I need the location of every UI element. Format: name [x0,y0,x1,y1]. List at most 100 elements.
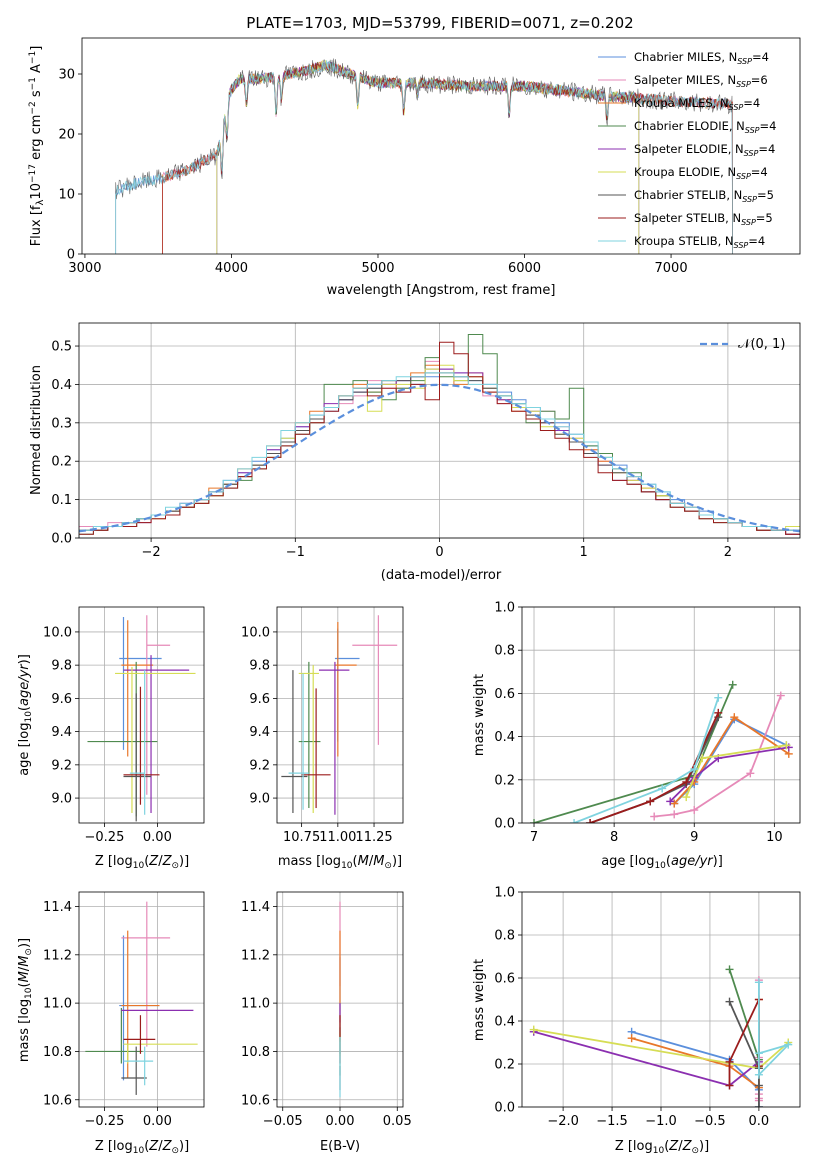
weight_vs_age-marks [530,680,793,823]
age_vs_mass-grid [277,607,403,823]
weight-vs-z-plot-area: −2.0 −1.5 −1.0 −0.5 0.0 0.0 0.2 0.4 0.6 0.8 1.0 [494,886,801,1129]
residuals-marks [79,334,800,538]
y-tick-label: 9.6 [249,692,270,707]
x-tick-label: −0.25 [85,1114,125,1129]
mass-vs-z-xlabel: Z [log10(Z/Z⊙)] [95,1139,189,1156]
spectrum-marks [115,58,733,254]
age_vs_Z-grid [79,607,204,823]
weight_vs_age-ticks: 7 8 9 10 0.0 0.2 0.4 0.6 0.8 1.0 [494,601,782,846]
weight-point-marker [725,965,734,974]
x-tick-label: 8 [610,830,618,845]
weight-vs-age-plot-area: 7 8 9 10 0.0 0.2 0.4 0.6 0.8 1.0 [494,601,801,846]
weight-point-marker [782,741,791,750]
weight-point-marker [670,799,679,808]
y-tick-label: 10.8 [241,1045,270,1060]
spectrum-frame [81,37,801,255]
x-tick-label: 0.0 [749,1114,770,1129]
spectrum-ticks: 3000 4000 5000 6000 7000 0 10 20 30 [58,68,687,277]
y-tick-label: 9.8 [249,659,270,674]
spectrum-ylabel: Flux [fλ10−17 erg cm−2 s−1 A−1] [28,46,46,247]
weight-point-marker [714,693,723,702]
y-tick-label: 0.5 [51,340,72,355]
weight-point-marker [650,812,659,821]
weight_vs_age-grid [522,606,800,824]
legend-label: Kroupa ELODIE, NSSP=4 [634,165,768,181]
mass_vs_EBV-ticks: −0.05 0.00 0.05 10.6 10.8 11.0 11.2 11.4 [241,900,412,1129]
weight-series-line [728,969,760,1060]
mass-vs-z-plot-area: −0.25 0.00 10.6 10.8 11.0 11.2 11.4 [43,891,205,1129]
x-tick-label: −0.25 [85,830,125,845]
x-tick-label: 0.00 [143,1114,172,1129]
weight-point-marker [529,1025,538,1034]
y-tick-label: 10.0 [43,625,72,640]
x-tick-label: 11.25 [355,830,392,845]
weight-point-marker [754,1049,763,1058]
weight-point-marker [754,1103,763,1107]
mass-vs-ebv-xlabel: E(B-V) [320,1139,360,1154]
y-tick-label: 0.4 [494,730,515,745]
residuals-panel: −2 −1 0 1 2 0.0 0.1 0.2 0.3 0.4 0.5 (data-model)/e… [29,322,801,583]
residuals-ylabel: Normed distribution [29,365,44,495]
age_vs_Z-frame [78,606,205,824]
y-tick-label: 0 [67,248,75,263]
x-tick-label: 0.00 [326,1114,355,1129]
age-vs-z-plot-area: −0.25 0.00 9.0 9.2 9.4 9.6 9.8 10.0 [43,606,205,845]
y-tick-label: 9.2 [249,758,270,773]
y-tick-label: 0.6 [494,972,515,987]
mass-vs-ebv-panel: −0.05 0.00 0.05 10.6 10.8 11.0 11.2 11.4 E(B-V) [241,891,412,1154]
residuals-legend: 𝒩(0, 1) [700,337,785,352]
normal-curve [79,383,800,533]
mass-vs-ebv-plot-area: −0.05 0.00 0.05 10.6 10.8 11.0 11.2 11.4 [241,891,412,1129]
x-tick-label: 10 [766,830,783,845]
weight-point-marker [728,680,737,689]
y-tick-label: 10.8 [43,1045,72,1060]
y-tick-label: 20 [58,128,75,143]
weight-vs-age-panel: 7 8 9 10 0.0 0.2 0.4 0.6 0.8 1.0 age [log10(age/y… [472,601,801,871]
x-tick-label: 3000 [68,261,101,276]
weight-point-marker [776,691,785,700]
legend-label: Chabrier ELODIE, NSSP=4 [634,119,776,135]
x-tick-label: 9 [690,830,698,845]
histogram-step [79,341,800,538]
x-tick-label: 1 [580,545,588,560]
residuals-frame [78,322,801,539]
age_vs_mass-frame [276,606,404,824]
x-tick-label: 0.05 [383,1114,412,1129]
weight-point-marker [714,708,723,717]
legend-label: Kroupa STELIB, NSSP=4 [634,234,765,250]
legend-label: Salpeter STELIB, NSSP=5 [634,211,773,227]
residuals-ticks: −2 −1 0 1 2 0.0 0.1 0.2 0.3 0.4 0.5 [51,340,732,560]
weight-series-line [673,718,787,805]
weight-series-line [758,982,792,1078]
weight-point-marker [670,810,679,819]
y-tick-label: 9.0 [51,792,72,807]
y-tick-label: 0.1 [51,493,72,508]
weight-series-line [673,715,790,805]
legend-label: Chabrier MILES, NSSP=4 [634,50,769,66]
weight-series-line [669,746,789,803]
x-tick-label: −1 [286,545,305,560]
y-tick-label: 0.0 [494,817,515,832]
figure-title: PLATE=1703, MJD=53799, FIBERID=0071, z=0… [246,14,633,32]
age-vs-mass-xlabel: mass [log10(M/M⊙)] [278,854,402,871]
legend-label: Kroupa MILES, NSSP=4 [634,96,760,112]
weight-vs-age-xlabel: age [log10(age/yr)] [601,854,723,871]
spectrum-xlabel: wavelength [Angstrom, rest frame] [327,283,556,298]
weight-series-line [533,684,734,823]
y-tick-label: 0.6 [494,687,515,702]
y-tick-label: 0.2 [494,773,515,788]
x-tick-label: −2 [142,545,161,560]
x-tick-label: −1.0 [645,1114,677,1129]
weight-point-marker [730,713,739,722]
age_vs_Z-marks [87,615,196,822]
weight-point-marker [690,765,699,773]
y-tick-label: 0.2 [494,1058,515,1073]
y-tick-label: 0.2 [51,455,72,470]
weight-point-marker [530,819,539,823]
y-tick-label: 11.2 [43,948,72,963]
weight-point-marker [784,1040,793,1049]
mass_vs_Z-grid [79,892,204,1107]
y-tick-label: 9.8 [51,659,72,674]
weight-point-marker [666,797,675,806]
y-tick-label: 1.0 [494,886,515,901]
